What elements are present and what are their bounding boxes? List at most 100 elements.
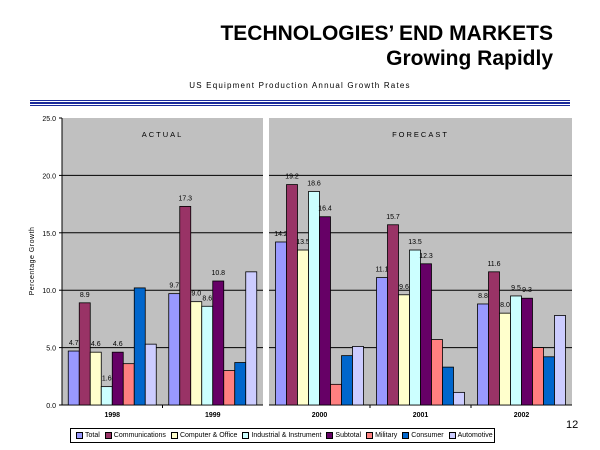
- bar-communications-1998: [78, 302, 91, 406]
- x-tick-label: 2001: [413, 412, 429, 419]
- data-label: 4.6: [113, 341, 123, 348]
- bar-communications-2002: [488, 271, 500, 406]
- data-label: 15.7: [386, 214, 400, 221]
- legend-item: Communications: [104, 432, 166, 439]
- panel-label: FORECAST: [392, 130, 449, 139]
- bar-subtotal-2000: [319, 216, 331, 406]
- bar-total-2001: [376, 277, 388, 406]
- y-tick-label: 15.0: [42, 231, 56, 238]
- data-label: 13.5: [408, 239, 422, 246]
- legend-swatch: [402, 432, 410, 439]
- slide-subtitle: Growing Rapidly: [386, 47, 553, 70]
- legend-swatch: [76, 432, 83, 439]
- y-tick-label: 0.0: [46, 403, 56, 410]
- bar-subtotal-1998: [111, 351, 124, 406]
- data-label: 9.0: [191, 291, 201, 298]
- data-label: 11.6: [487, 261, 500, 268]
- divider: [30, 105, 570, 106]
- data-label: 8.8: [478, 293, 488, 300]
- bar-military-2000: [330, 383, 342, 406]
- legend-swatch: [326, 432, 334, 439]
- bar-computer-office-2002: [499, 312, 511, 406]
- x-tick-label: 2000: [312, 412, 328, 419]
- x-tick-label: 2002: [514, 412, 530, 419]
- data-label: 8.0: [500, 302, 510, 309]
- bar-total-2000: [275, 241, 287, 406]
- data-label: 4.7: [69, 340, 79, 347]
- bar-industrial-instrument-1999: [201, 305, 214, 406]
- legend-label: Consumer: [411, 432, 444, 439]
- legend-swatch: [242, 432, 250, 439]
- bar-industrial-instrument-2001: [409, 249, 421, 406]
- legend-swatch: [448, 432, 456, 439]
- bar-communications-2000: [286, 184, 298, 406]
- legend-label: Military: [375, 432, 398, 439]
- bar-consumer-2001: [442, 366, 454, 406]
- bar-computer-office-2001: [398, 294, 410, 406]
- legend-item: Total: [76, 432, 100, 439]
- bar-automotive-2000: [352, 346, 364, 406]
- bar-subtotal-2002: [521, 297, 533, 406]
- x-tick-label: 1999: [205, 412, 221, 419]
- legend-item: Industrial & Instrument: [242, 432, 321, 439]
- divider: [30, 102, 570, 104]
- data-label: 4.6: [91, 341, 101, 348]
- bar-industrial-instrument-2002: [510, 295, 522, 406]
- legend-label: Subtotal: [335, 432, 362, 439]
- data-label: 9.6: [399, 284, 409, 291]
- bar-consumer-2000: [341, 355, 353, 406]
- data-label: 13.5: [296, 239, 310, 246]
- data-label: 14.2: [274, 231, 288, 238]
- data-label: 19.2: [285, 174, 299, 181]
- bar-computer-office-2000: [297, 249, 309, 406]
- bar-computer-office-1998: [89, 351, 102, 406]
- bar-consumer-2002: [543, 356, 555, 406]
- data-label: 18.6: [307, 180, 321, 187]
- legend-swatch: [170, 432, 178, 439]
- data-label: 9.5: [511, 285, 521, 292]
- data-label: 11.1: [375, 267, 388, 274]
- slide-title: TECHNOLOGIES’ END MARKETS: [220, 22, 553, 45]
- y-tick-label: 20.0: [42, 173, 56, 180]
- bar-total-1999: [168, 293, 181, 406]
- bar-military-1998: [122, 363, 135, 406]
- y-axis-label: Percentage Growth: [29, 227, 36, 296]
- page-number: 12: [566, 419, 579, 431]
- data-label: 12.3: [419, 253, 433, 260]
- bar-computer-office-1999: [190, 301, 203, 406]
- legend-label: Computer & Office: [179, 432, 238, 439]
- bar-subtotal-2001: [420, 263, 432, 406]
- bar-communications-2001: [387, 224, 399, 406]
- y-tick-label: 5.0: [46, 346, 56, 353]
- y-tick-label: 10.0: [42, 288, 56, 295]
- legend-item: Subtotal: [326, 432, 361, 439]
- bar-automotive-2001: [453, 391, 465, 406]
- legend-swatch: [104, 432, 112, 439]
- legend-label: Industrial & Instrument: [251, 432, 322, 439]
- bar-subtotal-1999: [212, 280, 225, 406]
- legend: Total Communications Computer & Office Indu…: [70, 428, 495, 443]
- bar-consumer-1999: [234, 362, 247, 406]
- legend-item: Consumer: [402, 432, 444, 439]
- legend-item: Automotive: [448, 432, 493, 439]
- bar-industrial-instrument-2000: [308, 191, 320, 406]
- data-label: 17.3: [178, 195, 192, 202]
- bar-military-2002: [532, 347, 544, 406]
- bar-military-1999: [223, 370, 236, 406]
- bar-industrial-instrument-1998: [100, 386, 113, 406]
- legend-label: Total: [85, 432, 100, 439]
- data-label: 16.4: [318, 206, 332, 213]
- bar-consumer-1998: [133, 287, 146, 406]
- legend-label: Communications: [113, 432, 166, 439]
- panel-label: ACTUAL: [142, 130, 184, 139]
- data-label: 9.3: [522, 287, 532, 294]
- legend-item: Computer & Office: [170, 432, 238, 439]
- legend-label: Automotive: [457, 432, 493, 439]
- bar-military-2001: [431, 339, 443, 406]
- data-label: 8.9: [80, 292, 90, 299]
- bar-communications-1999: [179, 205, 192, 406]
- legend-swatch: [366, 432, 374, 439]
- x-tick-label: 1998: [104, 412, 120, 419]
